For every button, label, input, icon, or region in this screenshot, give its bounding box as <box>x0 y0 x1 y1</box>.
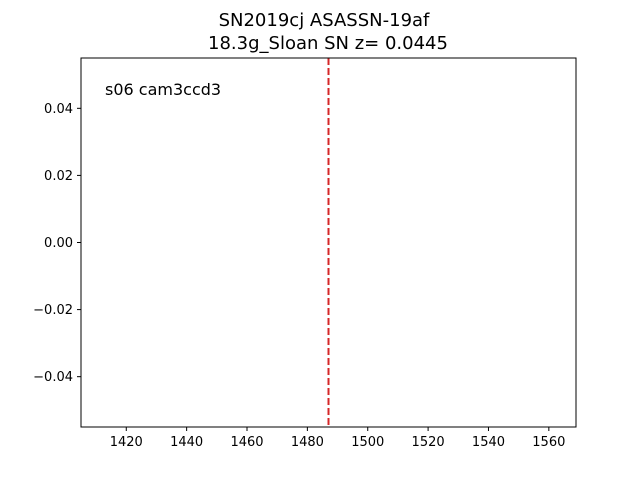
y-tick-label: −0.04 <box>33 370 73 385</box>
plot-frame <box>80 57 577 428</box>
y-tick-label: −0.02 <box>33 303 73 318</box>
x-tick-label: 1460 <box>230 435 263 450</box>
x-tick-label: 1480 <box>291 435 324 450</box>
x-axis: 1420 1440 1460 1480 1500 1520 1540 1560 <box>110 427 565 450</box>
x-tick-label: 1500 <box>351 435 384 450</box>
x-tick-label: 1540 <box>472 435 505 450</box>
chart-title-line-1: SN2019cj ASASSN-19af <box>219 10 430 31</box>
plot-annotation: s06 cam3ccd3 <box>105 80 221 99</box>
x-tick-label: 1560 <box>532 435 565 450</box>
chart-title-line-2: 18.3g_Sloan SN z= 0.0445 <box>208 33 448 54</box>
y-tick-label: 0.00 <box>44 236 73 251</box>
y-axis: 0.04 0.02 0.00 −0.02 −0.04 <box>33 102 81 385</box>
x-tick-label: 1440 <box>170 435 203 450</box>
x-tick-label: 1520 <box>412 435 445 450</box>
y-tick-label: 0.04 <box>44 102 73 117</box>
x-tick-label: 1420 <box>110 435 143 450</box>
y-tick-label: 0.02 <box>44 169 73 184</box>
